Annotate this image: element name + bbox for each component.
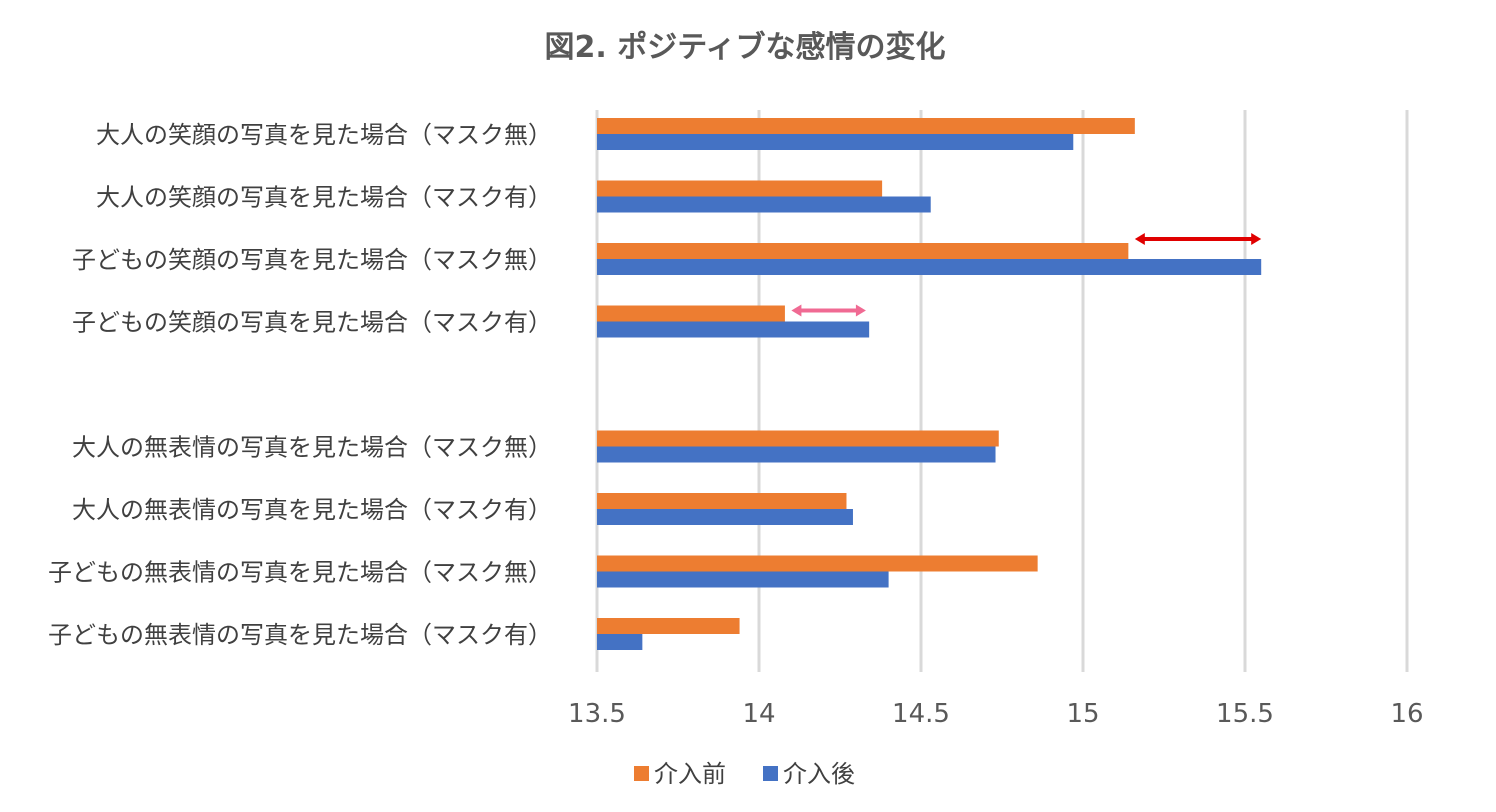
x-tick-label-0: 13.5 <box>568 699 626 729</box>
legend-item-after: 介入後 <box>763 760 855 788</box>
x-tick-label-5: 16 <box>1390 699 1423 729</box>
bar-after-8 <box>597 634 643 650</box>
category-label-2: 子どもの笑顔の写真を見た場合（マスク無） <box>72 246 552 274</box>
bar-after-3 <box>597 321 870 338</box>
category-labels: 大人の笑顔の写真を見た場合（マスク無） 大人の笑顔の写真を見た場合（マスク有） 子ど… <box>48 121 552 649</box>
annotations <box>791 233 1262 317</box>
arrow-head-left <box>1134 233 1145 245</box>
legend-swatch <box>763 766 778 781</box>
category-label-7: 子どもの無表情の写真を見た場合（マスク無） <box>48 559 552 587</box>
category-label-0: 大人の笑顔の写真を見た場合（マスク無） <box>96 121 552 149</box>
arrow-head-right <box>855 304 866 317</box>
x-tick-label-4: 15.5 <box>1216 699 1274 729</box>
x-tick-label-2: 14.5 <box>892 699 950 729</box>
bar-after-5 <box>597 446 996 463</box>
legend-label: 介入後 <box>783 760 855 788</box>
chart-title: 図2. ポジティブな感情の変化 <box>545 30 946 65</box>
category-label-8: 子どもの無表情の写真を見た場合（マスク有） <box>48 621 552 649</box>
category-label-6: 大人の無表情の写真を見た場合（マスク有） <box>72 496 552 524</box>
bar-before-8 <box>597 618 740 634</box>
legend-item-before: 介入前 <box>634 760 726 788</box>
bar-before-7 <box>597 555 1038 572</box>
bar-after-0 <box>597 134 1074 150</box>
legend-label: 介入前 <box>654 760 726 788</box>
bar-before-5 <box>597 430 999 447</box>
comparison-arrow-1 <box>791 304 866 317</box>
bar-before-6 <box>597 493 847 509</box>
bar-before-3 <box>597 305 785 322</box>
bar-after-7 <box>597 571 889 588</box>
category-label-5: 大人の無表情の写真を見た場合（マスク無） <box>72 434 552 462</box>
legend: 介入前 介入後 <box>634 760 855 788</box>
arrow-head-right <box>1251 233 1262 245</box>
category-label-1: 大人の笑顔の写真を見た場合（マスク有） <box>96 184 552 212</box>
bars <box>597 118 1262 650</box>
bar-before-1 <box>597 180 883 197</box>
category-label-3: 子どもの笑顔の写真を見た場合（マスク有） <box>72 309 552 337</box>
legend-swatch <box>634 766 649 781</box>
bar-after-2 <box>597 259 1262 275</box>
arrow-head-left <box>791 304 802 317</box>
x-tick-label-3: 15 <box>1066 699 1099 729</box>
bar-before-0 <box>597 118 1135 134</box>
x-axis-tick-labels: 13.5 14 14.5 15 15.5 16 <box>568 699 1423 729</box>
bar-before-2 <box>597 243 1129 259</box>
x-tick-label-1: 14 <box>742 699 775 729</box>
bar-after-1 <box>597 196 931 213</box>
bar-after-6 <box>597 509 853 525</box>
comparison-arrow-0 <box>1134 233 1262 245</box>
